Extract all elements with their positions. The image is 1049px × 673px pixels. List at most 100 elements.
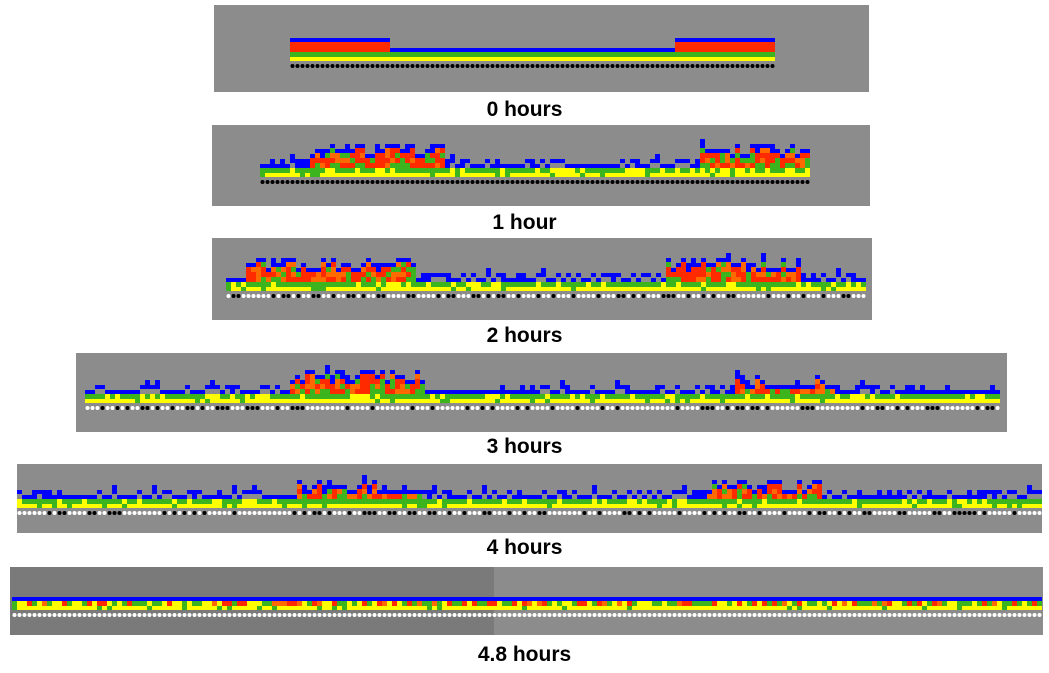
blue-layer xyxy=(797,597,802,601)
blue-layer xyxy=(445,48,450,52)
blue-layer xyxy=(100,385,105,389)
green-layer xyxy=(716,282,721,287)
bead xyxy=(340,180,345,184)
red-layer xyxy=(805,389,810,394)
blue-layer xyxy=(577,495,582,499)
blue-layer xyxy=(431,273,436,277)
bead xyxy=(731,294,736,298)
red-layer xyxy=(360,47,365,52)
red-layer xyxy=(370,42,375,47)
yellow-layer xyxy=(580,173,585,177)
blue-layer xyxy=(566,273,571,277)
bead xyxy=(297,613,302,617)
red-layer xyxy=(691,267,696,272)
blue-layer xyxy=(22,495,27,499)
mixed-layer xyxy=(342,601,347,606)
yellow-layer xyxy=(432,504,437,508)
yellow-layer xyxy=(691,287,696,291)
mixed-layer xyxy=(162,601,167,606)
yellow-layer xyxy=(612,606,617,610)
yellow-layer xyxy=(252,504,257,508)
bead xyxy=(407,511,412,515)
blue-layer xyxy=(170,390,175,394)
green-layer xyxy=(665,394,670,399)
bead xyxy=(927,511,932,515)
yellow-layer xyxy=(390,173,395,177)
blue-layer xyxy=(290,380,295,384)
blue-layer xyxy=(112,490,117,494)
yellow-layer xyxy=(580,399,585,403)
yellow-layer xyxy=(655,399,660,403)
bead xyxy=(892,613,897,617)
bead xyxy=(442,613,447,617)
blue-layer xyxy=(420,154,425,158)
bead xyxy=(742,511,747,515)
yellow-layer xyxy=(335,173,340,177)
yellow-layer xyxy=(757,504,762,508)
yellow-layer xyxy=(615,173,620,177)
yellow-layer xyxy=(550,57,555,61)
red-layer xyxy=(666,267,671,272)
blue-layer xyxy=(470,390,475,394)
yellow-layer xyxy=(92,504,97,508)
bead xyxy=(711,294,716,298)
mixed-layer xyxy=(832,601,837,606)
yellow-layer xyxy=(306,287,311,291)
yellow-layer xyxy=(322,606,327,610)
green-layer xyxy=(385,394,390,399)
yellow-layer xyxy=(431,287,436,291)
red-layer xyxy=(286,277,291,282)
yellow-layer xyxy=(652,606,657,610)
green-layer xyxy=(402,499,407,504)
yellow-layer xyxy=(1017,606,1022,610)
red-layer xyxy=(380,47,385,52)
red-layer xyxy=(420,389,425,394)
bead xyxy=(790,180,795,184)
green-layer xyxy=(380,52,385,57)
blue-layer xyxy=(305,164,310,168)
bead xyxy=(412,613,417,617)
bead xyxy=(602,613,607,617)
blue-layer xyxy=(910,385,915,390)
blue-layer xyxy=(32,597,37,601)
red-layer xyxy=(286,272,291,277)
blue-layer xyxy=(987,490,992,494)
green-layer xyxy=(627,499,632,504)
red-layer xyxy=(730,47,735,52)
green-layer xyxy=(967,499,972,504)
blue-layer xyxy=(461,273,466,277)
blue-layer xyxy=(265,164,270,168)
bead xyxy=(371,294,376,298)
yellow-layer xyxy=(197,504,202,508)
red-layer xyxy=(741,267,746,272)
red-layer xyxy=(425,163,430,168)
blue-layer xyxy=(905,385,910,390)
bead xyxy=(242,613,247,617)
red-layer xyxy=(800,389,805,394)
bead xyxy=(720,406,725,410)
green-layer xyxy=(590,52,595,57)
mixed-layer xyxy=(577,601,582,606)
red-layer xyxy=(666,272,671,277)
blue-layer xyxy=(832,495,837,499)
yellow-layer xyxy=(745,57,750,61)
red-layer xyxy=(297,484,302,489)
yellow-layer xyxy=(817,504,822,508)
blue-layer xyxy=(920,390,925,394)
blue-layer xyxy=(1012,597,1017,601)
blue-layer xyxy=(450,390,455,394)
yellow-layer xyxy=(117,606,122,610)
bead xyxy=(760,406,765,410)
mixed-layer xyxy=(867,601,872,606)
yellow-layer xyxy=(750,399,755,403)
mixed-layer xyxy=(532,601,537,606)
bead xyxy=(232,613,237,617)
red-layer xyxy=(725,163,730,168)
yellow-layer xyxy=(401,287,406,291)
blue-layer xyxy=(887,490,892,495)
bead xyxy=(687,511,692,515)
red-layer xyxy=(742,494,747,499)
bead xyxy=(322,613,327,617)
red-layer xyxy=(320,42,325,47)
bead xyxy=(666,294,671,298)
